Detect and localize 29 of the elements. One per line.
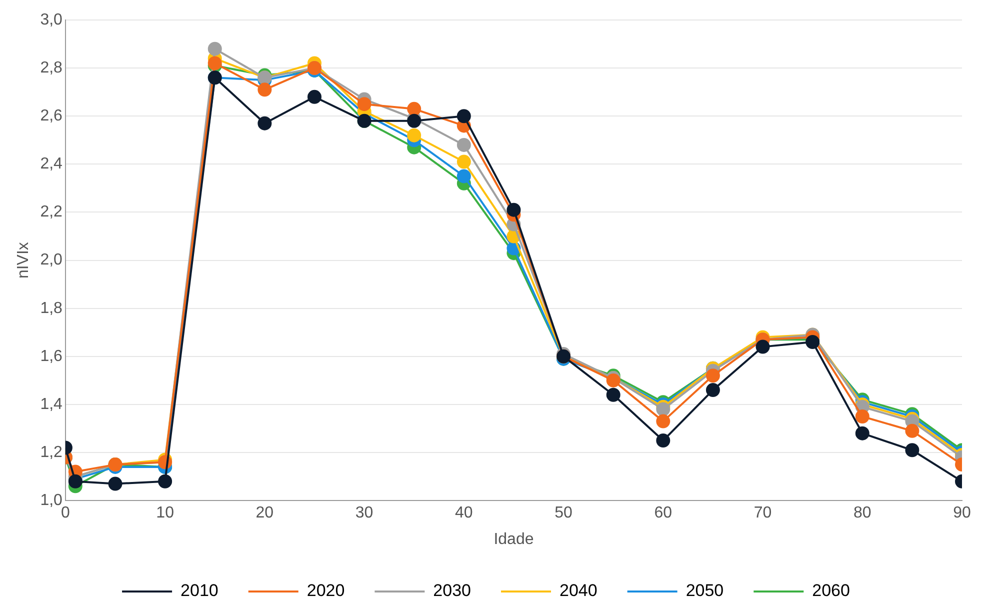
x-tick-label: 0 <box>60 504 70 522</box>
y-tick-label: 1,6 <box>40 348 63 365</box>
x-axis-title: Idade <box>494 530 534 548</box>
y-tick-label: 1,8 <box>40 300 63 317</box>
y-tick-label: 1,2 <box>40 444 63 461</box>
x-tick-label: 40 <box>455 504 473 522</box>
x-tick-label: 60 <box>654 504 672 522</box>
x-tick-label: 50 <box>554 504 573 522</box>
y-tick-label: 2,6 <box>40 108 63 125</box>
y-tick-label: 2,0 <box>40 252 63 269</box>
x-tick-label: 80 <box>853 504 872 522</box>
y-tick-label: 1,4 <box>40 396 63 413</box>
legend-label: 2050 <box>686 581 724 600</box>
y-tick-label: 2,8 <box>40 59 63 76</box>
legend-label: 2030 <box>433 581 472 600</box>
y-tick-label: 1,0 <box>40 492 63 510</box>
legend-label: 2020 <box>306 581 345 600</box>
legend-label: 2010 <box>180 581 218 600</box>
legend-label: 2040 <box>560 581 598 600</box>
x-tick-label: 90 <box>953 504 971 522</box>
x-tick-label: 10 <box>156 504 174 522</box>
y-tick-label: 2,4 <box>40 156 63 173</box>
x-tick-label: 20 <box>256 504 274 522</box>
legend-label: 2060 <box>812 581 850 600</box>
y-axis-title: nIVIx <box>15 242 32 279</box>
y-tick-label: 2,2 <box>40 204 63 221</box>
x-tick-label: 70 <box>754 504 772 522</box>
y-tick-label: 3,0 <box>40 11 63 28</box>
x-tick-label: 30 <box>355 504 374 522</box>
